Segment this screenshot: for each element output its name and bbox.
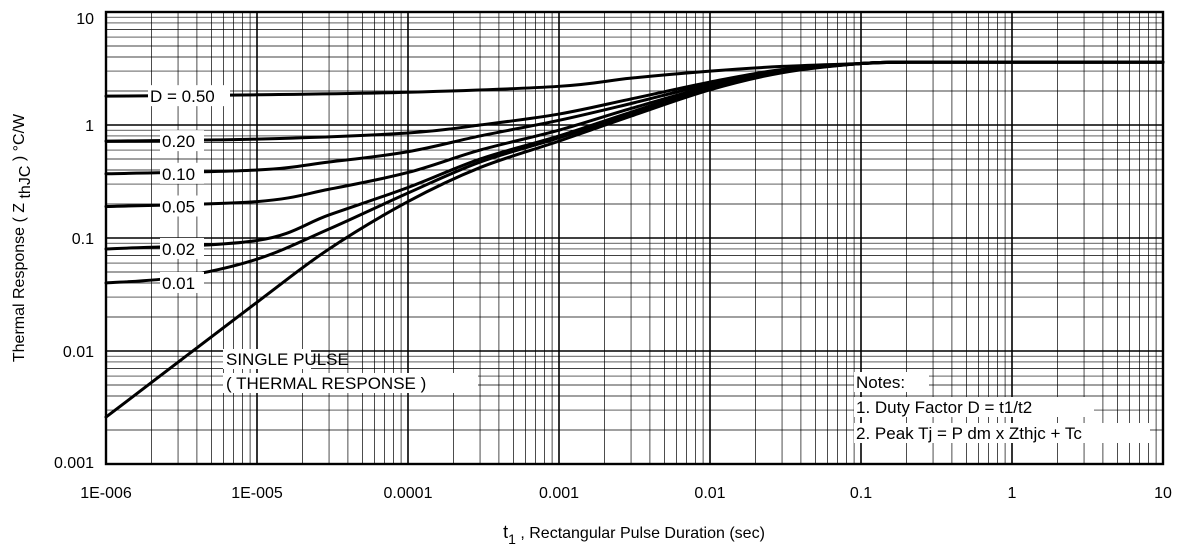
series-label-bg — [160, 130, 204, 152]
x-axis-title-sub: 1 — [508, 531, 516, 547]
single-pulse-sublabel: ( THERMAL RESPONSE ) — [226, 374, 426, 393]
y-tick-label: 0.1 — [72, 231, 94, 248]
x-tick-label: 1 — [1008, 485, 1017, 502]
x-tick-label: 0.001 — [539, 485, 579, 502]
series-line-single-pulse — [104, 60, 1165, 419]
y-axis-title-main: Thermal Response ( Z — [11, 203, 28, 362]
x-tick-label: 1E-005 — [231, 485, 283, 502]
x-tick-label: 0.0001 — [384, 485, 433, 502]
y-tick-label: 10 — [76, 11, 94, 28]
x-tick-label: 0.01 — [694, 485, 725, 502]
note-duty-factor: 1. Duty Factor D = t1/t2 — [856, 398, 1032, 417]
series-label-bg — [160, 195, 204, 217]
y-axis-title: Thermal Response ( Z thJC ) °C/W — [11, 113, 34, 362]
y-tick-label: 1 — [85, 118, 94, 135]
notes-annotation: Notes: 1. Duty Factor D = t1/t2 2. Peak … — [854, 372, 1150, 443]
x-axis-title: t1 , Rectangular Pulse Duration (sec) — [503, 522, 765, 547]
series-label-bg — [148, 85, 230, 107]
x-tick-label: 1E-006 — [80, 485, 132, 502]
series-label-bg — [160, 271, 204, 293]
single-pulse-annotation: SINGLE PULSE ( THERMAL RESPONSE ) — [223, 349, 478, 393]
series-label-0-10: 0.10 — [162, 165, 195, 184]
x-tick-label: 10 — [1154, 485, 1172, 502]
x-axis-title-rest: , Rectangular Pulse Duration (sec) — [520, 525, 765, 542]
y-axis-title-rest: ) °C/W — [11, 113, 28, 161]
series-label-0-01: 0.01 — [162, 274, 195, 293]
curve-labels-group: D = 0.50 0.20 0.10 0.05 0.02 0.01 — [148, 85, 230, 293]
curves-group — [104, 60, 1165, 419]
note-peak-tj: 2. Peak Tj = P dm x Zthjc + Tc — [856, 424, 1082, 443]
x-tick-labels: 1E-006 1E-005 0.0001 0.001 0.01 0.1 1 10 — [80, 485, 1172, 502]
series-label-bg — [160, 237, 204, 259]
y-axis-title-sub: thJC — [17, 166, 34, 199]
series-label-0-02: 0.02 — [162, 240, 195, 259]
plot-frame — [104, 10, 1165, 466]
series-label-d-0-50: D = 0.50 — [150, 87, 215, 106]
series-line-0-02 — [104, 60, 1165, 251]
x-tick-label: 0.1 — [850, 485, 872, 502]
series-label-bg — [160, 162, 204, 184]
y-tick-labels: 0.001 0.01 0.1 1 10 — [54, 11, 94, 472]
series-label-0-20: 0.20 — [162, 132, 195, 151]
y-tick-label: 0.001 — [54, 455, 94, 472]
y-tick-label: 0.01 — [63, 344, 94, 361]
single-pulse-label: SINGLE PULSE — [226, 350, 349, 369]
x-axis-title-main: t — [503, 522, 508, 542]
series-line-0-05 — [104, 60, 1165, 208]
series-label-0-05: 0.05 — [162, 198, 195, 217]
notes-title: Notes: — [856, 373, 905, 392]
